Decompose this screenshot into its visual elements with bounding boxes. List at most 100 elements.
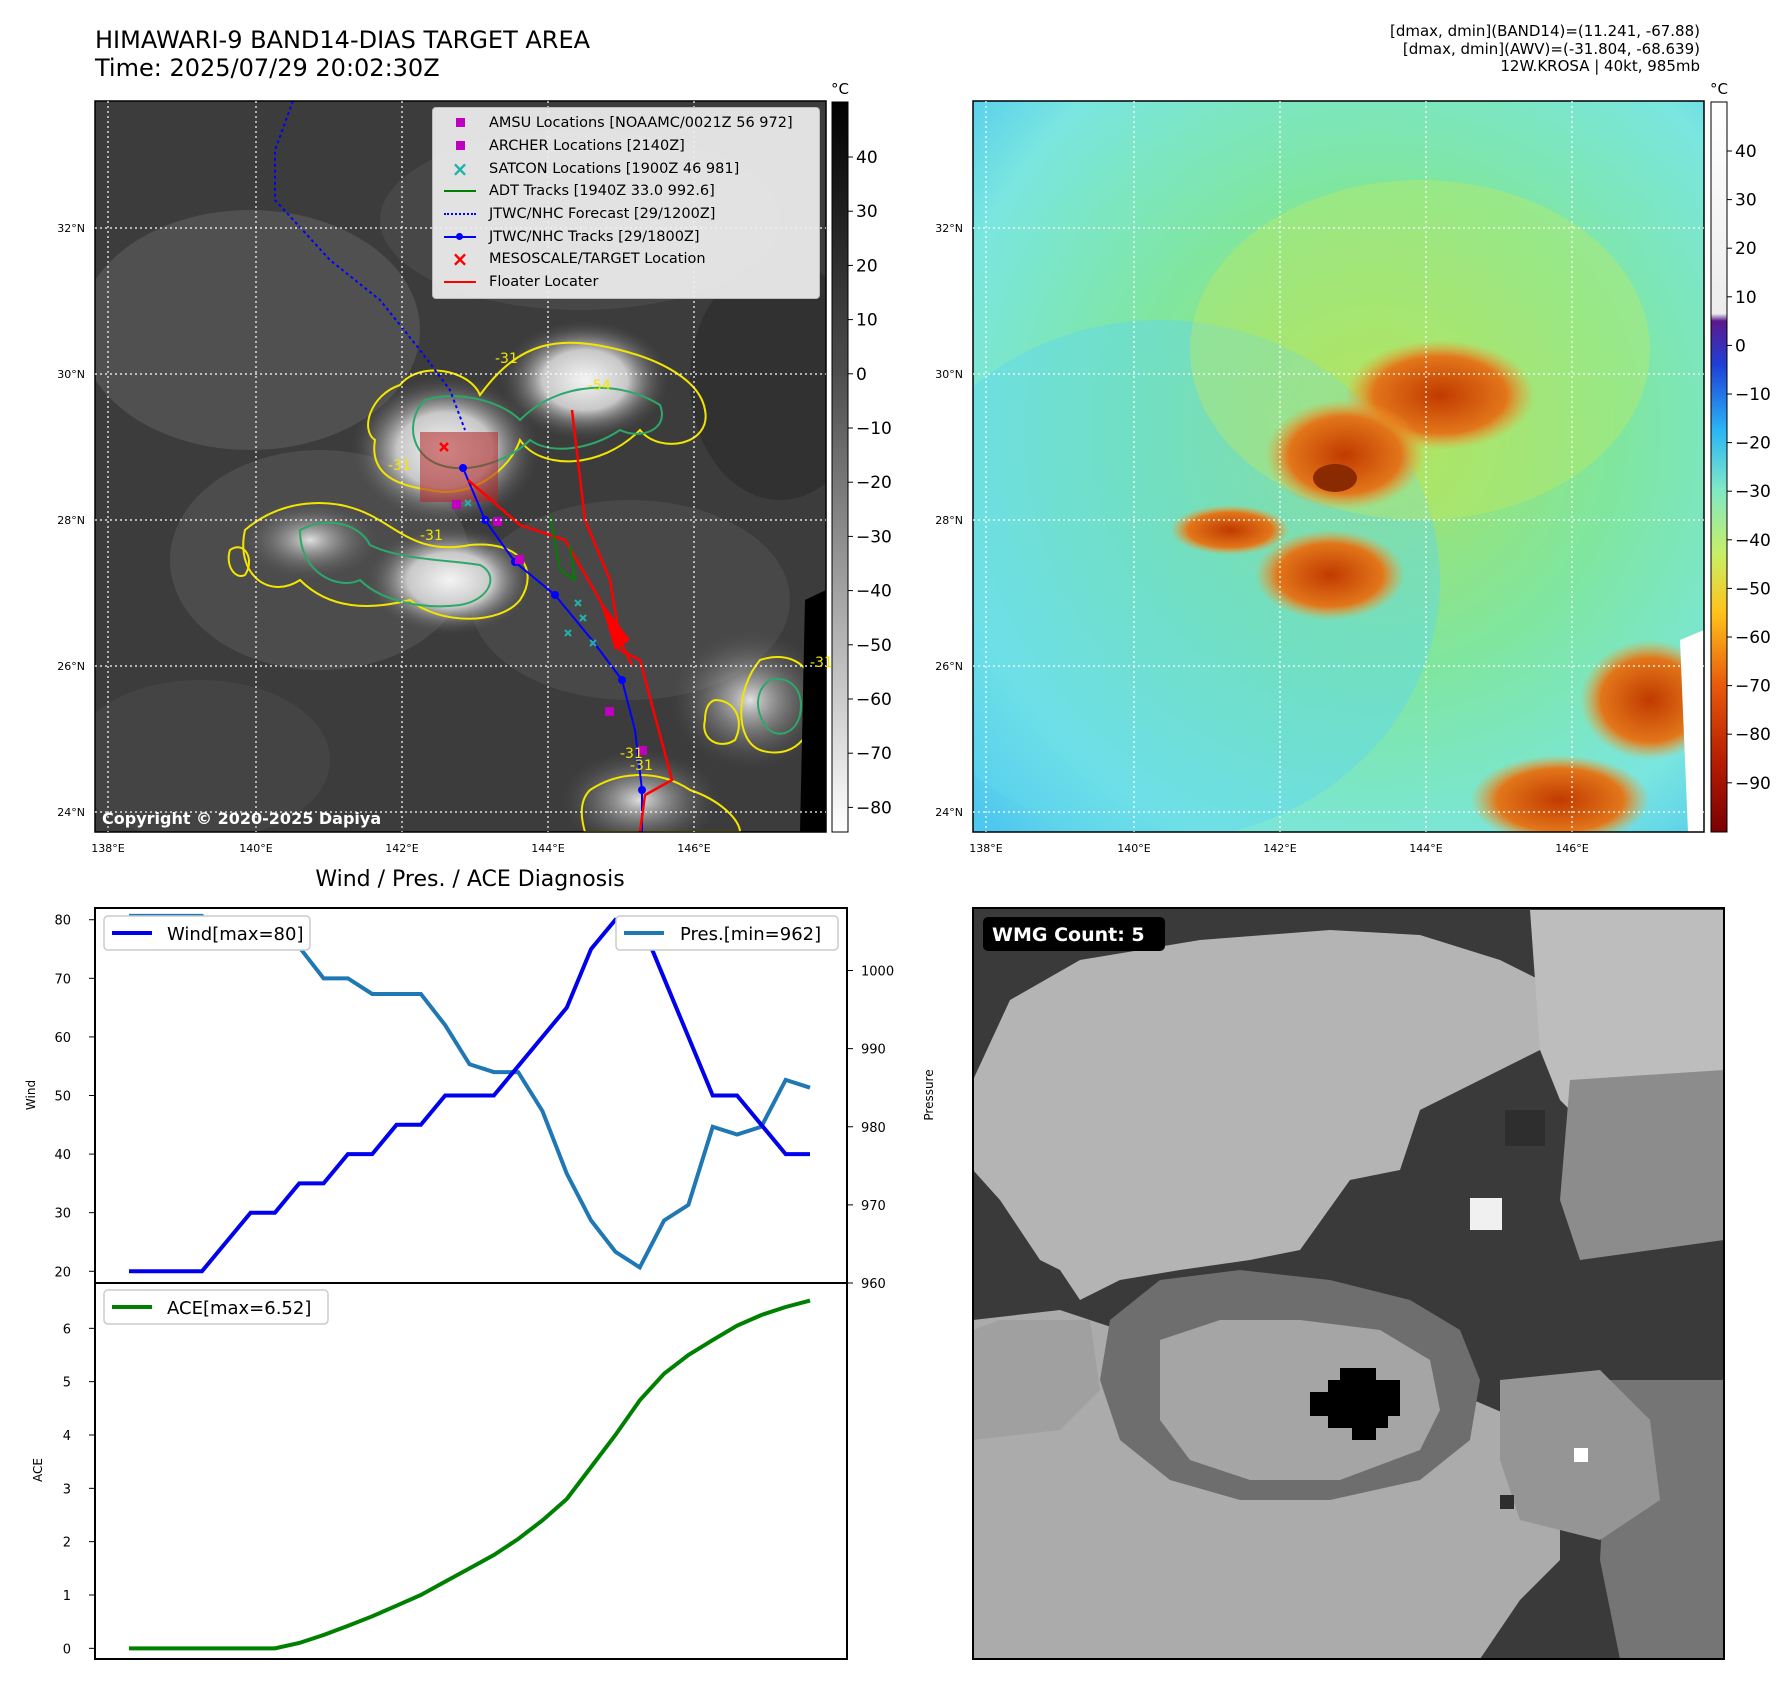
lat-tick-label: 32°N (57, 222, 85, 235)
map-axes-overlay: 138°E 140°E 142°E 144°E 146°E 32°N 30°N 28°N 26°… (57, 101, 1771, 855)
awv-cbar-tick-label: −10 (1735, 385, 1771, 405)
figure-title: HIMAWARI-9 BAND14-DIAS TARGET AREA Time:… (95, 26, 590, 82)
lon-tick-label: 140°E (1117, 842, 1150, 855)
ir-legend-item: JTWC/NHC Forecast [29/1200Z] (439, 203, 813, 226)
lat-tick-label: 26°N (57, 660, 85, 673)
figure-info: [dmax, dmin](BAND14)=(11.241, -67.88) [d… (1389, 22, 1700, 76)
ir-colorbar-unit: °C (831, 80, 849, 98)
legend-marker-icon (439, 115, 481, 131)
ir-cbar-tick-label: −10 (856, 419, 892, 439)
lon-tick-label: 142°E (1263, 842, 1296, 855)
wmg-panel: WMG Count: 5 (972, 907, 1725, 1660)
wind-y-tick-label: 80 (54, 914, 71, 929)
lon-tick-label: 140°E (239, 842, 272, 855)
ir-colorbar: °C (831, 80, 849, 833)
wind-y-tick-label: 20 (54, 1265, 71, 1280)
ir-legend-label: ARCHER Locations [2140Z] (489, 138, 685, 155)
wind-pressure-chart: 20 30 40 50 60 70 80 960 970 980 990 1000 Wind / Pr… (24, 867, 936, 1292)
info-line-2: [dmax, dmin](AWV)=(-31.804, -68.639) (1402, 39, 1700, 58)
ir-legend-label: SATCON Locations [1900Z 46 981] (489, 160, 740, 177)
ace-y-tick-label: 1 (63, 1589, 71, 1604)
ace-y-tick-label: 5 (63, 1376, 71, 1391)
contour-label: -31 (495, 351, 518, 367)
awv-cbar-tick-label: −60 (1735, 628, 1771, 648)
pressure-legend: Pres.[min=962] (615, 915, 839, 951)
awv-cbar-tick-label: −50 (1735, 579, 1771, 599)
ir-cbar-tick-label: 30 (856, 202, 878, 222)
lat-tick-label: 32°N (935, 222, 963, 235)
ir-cbar-tick-label: 40 (856, 148, 878, 168)
lat-tick-label: 30°N (57, 368, 85, 381)
lon-tick-label: 144°E (531, 842, 564, 855)
awv-cbar-tick-label: 20 (1735, 239, 1757, 259)
lat-tick-label: 24°N (935, 806, 963, 819)
ace-y-tick-label: 3 (63, 1482, 71, 1497)
lat-tick-label: 28°N (935, 514, 963, 527)
wind-line (129, 917, 810, 1274)
legend-marker-icon: × (451, 247, 469, 272)
ir-cbar-tick-label: 10 (856, 311, 878, 331)
lat-tick-label: 26°N (935, 660, 963, 673)
wind-y-tick-label: 60 (54, 1031, 71, 1046)
ace-plot-frame (94, 1282, 848, 1660)
ir-legend-label: JTWC/NHC Tracks [29/1800Z] (489, 228, 700, 245)
contour-label: -31 (388, 458, 411, 474)
legend-marker-icon (439, 138, 481, 154)
ir-cbar-tick-label: −60 (856, 690, 892, 710)
ir-cbar-tick-label: −20 (856, 473, 892, 493)
ace-chart: 0 1 2 3 4 5 6 ACE ACE[max=6.52] (31, 1282, 848, 1660)
wind-y-tick-label: 50 (54, 1090, 71, 1105)
legend-marker-icon (439, 206, 481, 222)
legend-marker-icon: × (451, 156, 469, 181)
ir-cbar-tick-label: −70 (856, 744, 892, 764)
ir-legend-item: ARCHER Locations [2140Z] (439, 135, 813, 158)
info-line-3: 12W.KROSA | 40kt, 985mb (1500, 57, 1700, 75)
wind-y-tick-label: 30 (54, 1207, 71, 1222)
awv-colorbar-unit: °C (1710, 80, 1728, 98)
awv-imagery (973, 101, 1704, 832)
title-line-1: HIMAWARI-9 BAND14-DIAS TARGET AREA (95, 26, 591, 54)
contour-label: -31 (420, 528, 443, 544)
awv-cbar-tick-label: −80 (1735, 725, 1771, 745)
wmg-imagery (973, 908, 1724, 1659)
ir-cbar-tick-label: −40 (856, 582, 892, 602)
contour-label: -31 (810, 655, 833, 671)
legend-marker-icon (439, 183, 481, 199)
lon-tick-label: 138°E (969, 842, 1002, 855)
lat-tick-label: 28°N (57, 514, 85, 527)
lat-tick-label: 24°N (57, 806, 85, 819)
pressure-y-tick-label: 980 (861, 1121, 886, 1136)
lon-tick-label: 146°E (1555, 842, 1588, 855)
ir-cbar-tick-label: 0 (856, 365, 867, 385)
ir-legend: AMSU Locations [NOAAMC/0021Z 56 972] ARCH… (432, 107, 820, 299)
ace-axis-label: ACE (31, 1458, 45, 1482)
awv-cbar-tick-label: 10 (1735, 288, 1757, 308)
ir-legend-item: Floater Locater (439, 271, 813, 294)
info-line-1: [dmax, dmin](BAND14)=(11.241, -67.88) (1389, 22, 1700, 40)
lat-tick-label: 30°N (935, 368, 963, 381)
awv-map-panel (972, 100, 1705, 833)
pressure-axis-label: Pressure (922, 1069, 936, 1120)
ace-y-tick-label: 6 (63, 1322, 71, 1337)
ir-cbar-tick-label: −30 (856, 527, 892, 547)
contour-label: -31 (630, 758, 653, 774)
wind-axis-label: Wind (24, 1080, 38, 1110)
ir-legend-item: ADT Tracks [1940Z 33.0 992.6] (439, 180, 813, 203)
ir-legend-item: JTWC/NHC Tracks [29/1800Z] (439, 225, 813, 248)
wind-legend: Wind[max=80] (103, 915, 311, 951)
ace-legend: ACE[max=6.52] (103, 1289, 329, 1325)
awv-cbar-tick-label: 40 (1735, 142, 1757, 162)
chart-title: Wind / Pres. / ACE Diagnosis (315, 867, 624, 892)
lon-tick-label: 142°E (385, 842, 418, 855)
copyright-text: Copyright © 2020-2025 Dapiya (102, 809, 381, 828)
awv-cbar-tick-label: 30 (1735, 191, 1757, 211)
contour-label: -54 (588, 378, 611, 394)
ir-cbar-tick-label: 20 (856, 256, 878, 276)
awv-colorbar: °C (1710, 80, 1728, 833)
awv-cbar-tick-label: −90 (1735, 774, 1771, 794)
wind-y-tick-label: 70 (54, 972, 71, 987)
ace-y-tick-label: 4 (63, 1429, 71, 1444)
ir-legend-item: × MESOSCALE/TARGET Location (439, 248, 813, 271)
ir-cbar-tick-label: −80 (856, 798, 892, 818)
